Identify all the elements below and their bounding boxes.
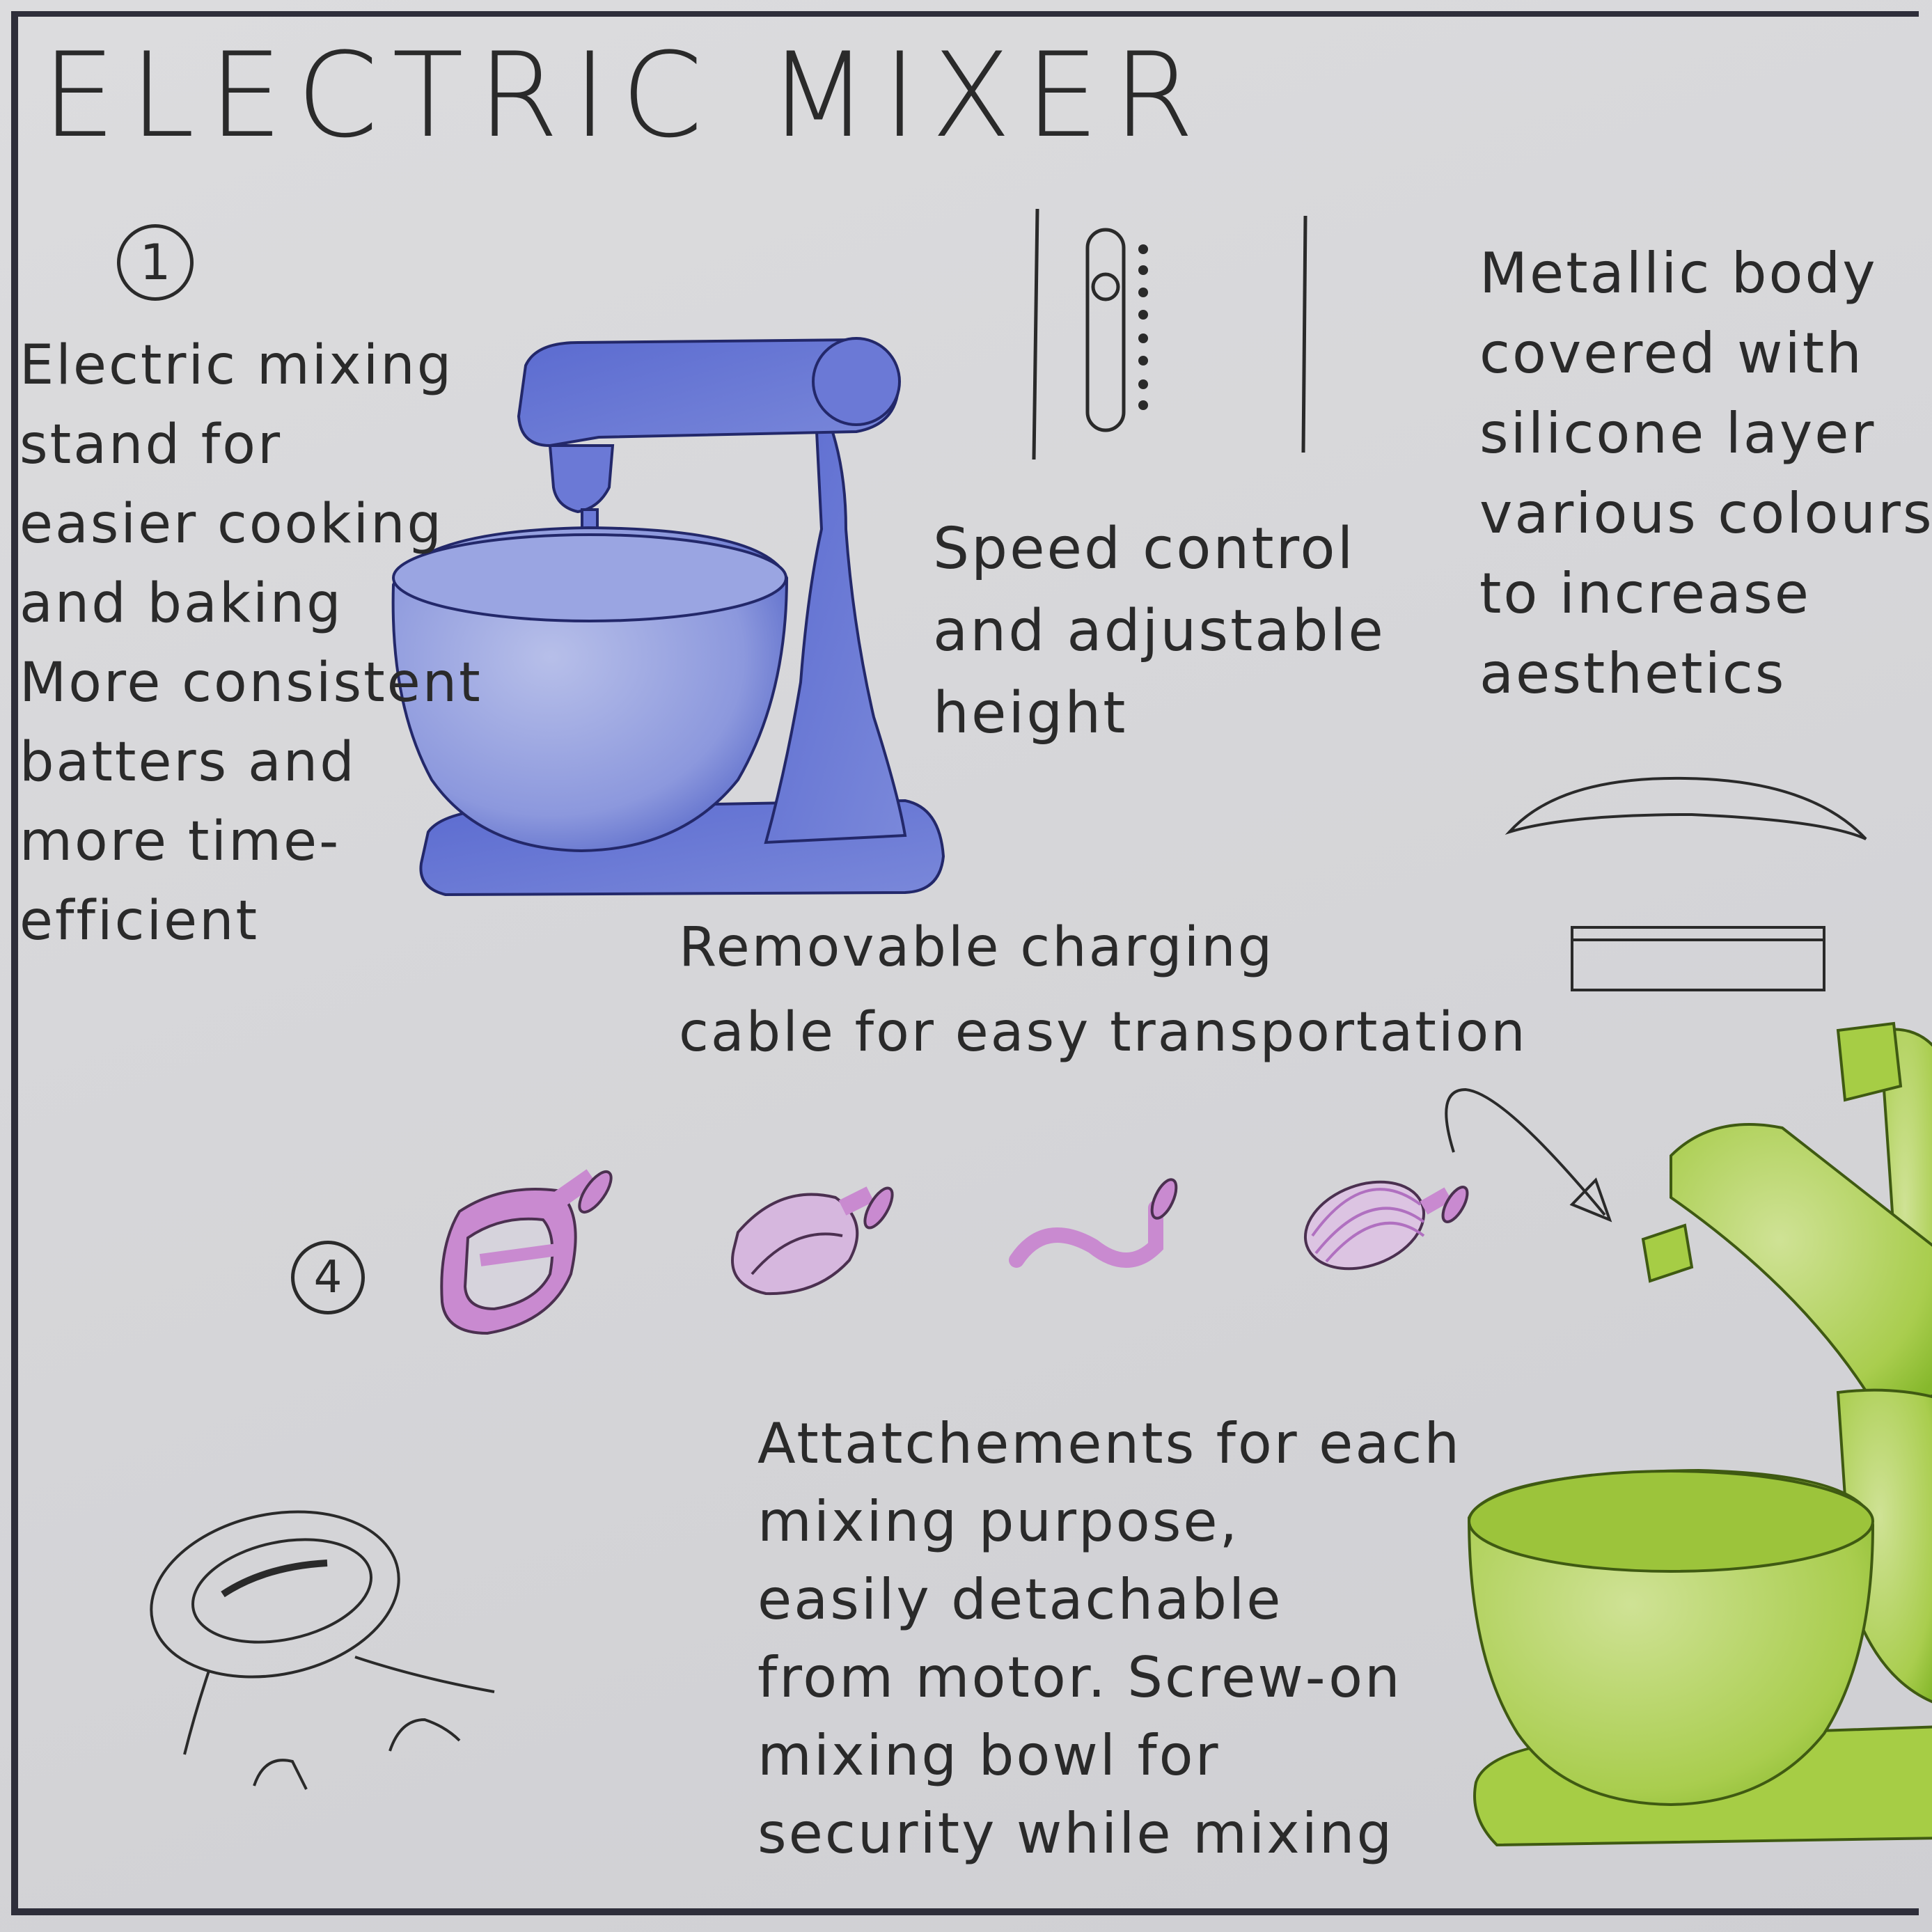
note-attachments: Attatchements for each mixing purpose, e… (757, 1405, 1461, 1873)
dough-hook-attachment (1009, 1178, 1178, 1268)
note-line: more time- (19, 810, 341, 873)
note-line: covered with (1479, 321, 1864, 386)
wire-whisk-attachment (1303, 1180, 1469, 1271)
note-speed-control: Speed control and adjustable height (933, 508, 1385, 755)
note-line: Attatchements for each (757, 1411, 1462, 1476)
note-line: aesthetics (1479, 641, 1786, 706)
note-line: More consistent (19, 652, 482, 714)
note-line: Metallic body (1479, 241, 1878, 306)
flat-beater-attachment (440, 1169, 613, 1335)
pastry-beater-attachment (731, 1186, 894, 1296)
step-marker-4: 4 (291, 1241, 365, 1314)
speed-control-drawing (1032, 208, 1307, 460)
note-line: various colours (1479, 481, 1932, 546)
note-line: easier cooking (19, 493, 444, 556)
page-title: ELECTRIC MIXER (42, 27, 1209, 164)
note-line: mixing purpose, (757, 1489, 1240, 1554)
note-line: Speed control (933, 516, 1356, 582)
bowl-screw-sketch (150, 1510, 495, 1790)
note-line: height (933, 680, 1128, 746)
note-line: to increase (1479, 561, 1811, 626)
page-border (11, 11, 1919, 1915)
note-mixing-stand: Electric mixing stand for easier cooking… (19, 326, 482, 961)
note-charging-cable: Removable charging cable for easy transp… (679, 905, 1527, 1075)
step-marker-1: 1 (117, 224, 194, 301)
blue-mixer-column (764, 389, 907, 845)
note-line: cable for easy transportation (679, 1001, 1527, 1064)
note-line: stand for (19, 414, 283, 476)
note-line: Electric mixing (19, 334, 454, 397)
note-line: from motor. Screw-on (757, 1645, 1402, 1710)
note-line: Removable charging (679, 916, 1275, 979)
note-line: mixing bowl for (757, 1723, 1220, 1788)
note-line: and adjustable (933, 598, 1385, 664)
silicone-layer-drawing (1505, 776, 1867, 991)
attachments-drawing (440, 1169, 1469, 1335)
note-line: silicone layer (1479, 401, 1876, 466)
note-line: efficient (19, 890, 260, 952)
note-line: easily detachable (757, 1567, 1283, 1632)
note-line: and baking (19, 572, 343, 635)
note-line: security while mixing (757, 1801, 1395, 1866)
arrow-drawing (1445, 1087, 1612, 1223)
note-line: batters and (19, 731, 356, 794)
blue-mixer-drawing (391, 337, 945, 897)
green-mixer-drawing (1467, 1021, 1932, 1847)
note-metallic-body: Metallic body covered with silicone laye… (1479, 233, 1932, 714)
blue-mixer-hinge (812, 337, 901, 426)
